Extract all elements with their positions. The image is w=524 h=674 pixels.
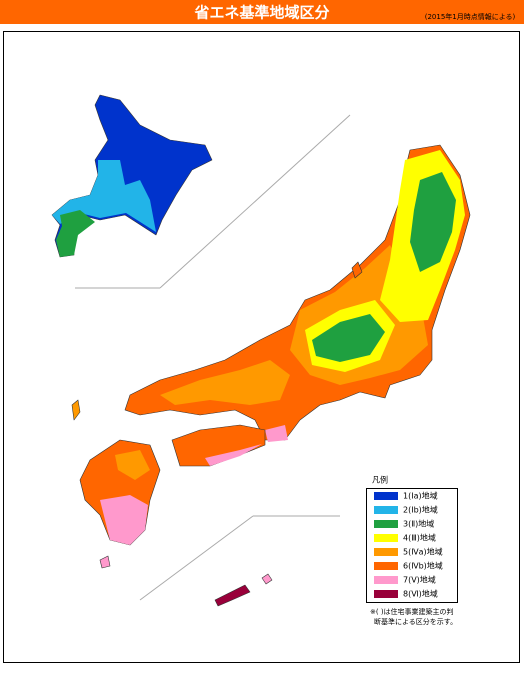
map [51, 94, 471, 607]
island [214, 584, 251, 607]
legend-label: 1(Ⅰa)地域 [403, 491, 438, 501]
honshu-zone [410, 172, 456, 272]
shikoku [171, 424, 266, 467]
legend-label: 5(Ⅳa)地域 [403, 547, 443, 557]
shikoku-zone [205, 444, 262, 466]
legend-label: 6(Ⅳb)地域 [403, 561, 443, 571]
legend-label: 4(Ⅲ)地域 [403, 533, 436, 543]
legend-swatch [374, 492, 398, 500]
legend-swatch [374, 548, 398, 556]
title: 省エネ基準地域区分 [193, 4, 329, 22]
island [351, 261, 363, 279]
inset-lines [75, 114, 351, 601]
legend-label: 2(Ⅰb)地域 [403, 505, 438, 515]
legend-swatch [374, 576, 398, 584]
kyushu-zone [100, 495, 148, 545]
footnote: 断基準による区分を示す。 [374, 617, 457, 626]
legend-title: 凡例 [372, 475, 388, 485]
honshu-zone [265, 425, 288, 442]
header-bar [0, 0, 524, 24]
legend-swatch [374, 520, 398, 528]
legend-label: 7(Ⅴ)地域 [403, 575, 436, 585]
footnote: ※( )は住宅事業建築主の判 [370, 607, 454, 616]
honshu-zone [312, 314, 385, 362]
legend-swatch [374, 534, 398, 542]
legend-swatch [374, 562, 398, 570]
legend-label: 3(Ⅱ)地域 [403, 519, 434, 529]
header-note: (2015年1月時点情報による) [425, 12, 516, 21]
legend-swatch [374, 506, 398, 514]
legend-swatch [374, 590, 398, 598]
kyushu-zone [115, 450, 150, 480]
island [261, 573, 273, 585]
frame [3, 31, 520, 663]
island [71, 399, 81, 421]
island [99, 555, 111, 569]
legend-items: 1(Ⅰa)地域 2(Ⅰb)地域 3(Ⅱ)地域 4(Ⅲ)地域 5(Ⅳa)地域 6(Ⅳb)地域… [374, 491, 443, 599]
honshu-zone [160, 360, 290, 405]
legend-label: 8(Ⅵ)地域 [403, 589, 438, 599]
hokkaido-zone [56, 210, 95, 257]
